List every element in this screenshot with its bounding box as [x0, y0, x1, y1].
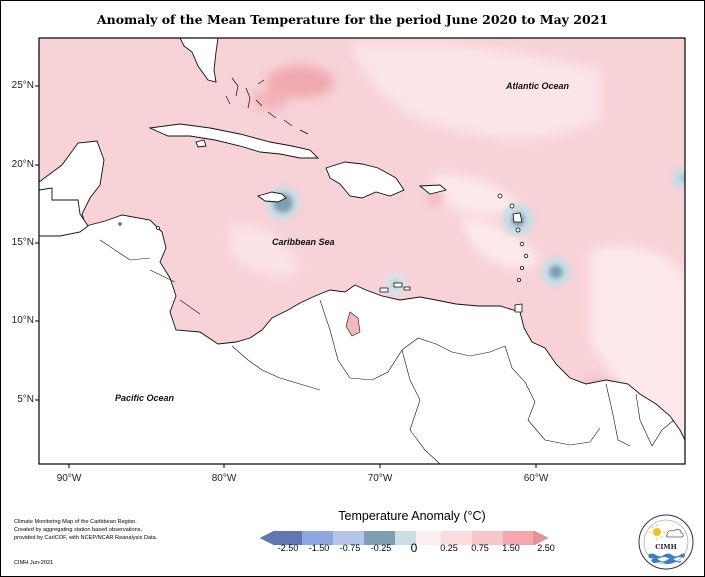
legend-label: -0.75 — [339, 543, 361, 553]
colorbar-bin — [416, 531, 441, 545]
legend-title: Temperature Anomaly (°C) — [338, 509, 486, 523]
legend-label: -1.50 — [308, 543, 330, 553]
lon-label: 70°W — [367, 473, 393, 484]
logo-text: CIMH — [655, 543, 677, 551]
credit-line: Climate Monitoring Map of the Caribbean … — [14, 519, 137, 525]
map-border — [38, 37, 686, 465]
credit-line: Created by aggregating station based obs… — [14, 527, 143, 533]
pacific-ocean-label: Pacific Ocean — [115, 393, 175, 403]
colorbar — [259, 530, 549, 546]
lat-label: 10°N — [11, 315, 34, 326]
atlantic-ocean-label: Atlantic Ocean — [506, 81, 570, 91]
legend-label: 0 — [410, 541, 418, 555]
land-florida — [179, 38, 219, 83]
colorbar-bin — [395, 531, 416, 545]
colorbar-arrow-right — [533, 530, 549, 546]
colorbar-bin — [333, 531, 364, 545]
pale-anomaly-patches — [230, 43, 685, 438]
caribbean-sea-label: Caribbean Sea — [272, 237, 335, 247]
lat-label: 25°N — [11, 80, 34, 91]
credit-date: CIMH Jun-2021 — [14, 560, 54, 566]
colorbar-bin — [472, 531, 503, 545]
cloud-icon — [666, 528, 684, 538]
cimh-logo: CIMH — [638, 514, 694, 570]
credit-line: provided by CariCOF, with NCEP/NCAR Rean… — [14, 535, 158, 541]
colorbar-bin — [441, 531, 472, 545]
lon-label: 90°W — [56, 473, 82, 484]
land-yucatan — [39, 187, 89, 237]
colorbar-bin — [503, 531, 534, 545]
legend-label: 0.75 — [471, 543, 489, 553]
legend-label: -2.50 — [277, 543, 299, 553]
map-title: Anomaly of the Mean Temperature for the … — [96, 12, 609, 27]
greater-antilles — [148, 123, 447, 203]
lon-label: 80°W — [211, 473, 237, 484]
credit-text: Climate Monitoring Map of the Caribbean … — [14, 518, 214, 542]
country-borders — [99, 239, 675, 464]
lat-label: 5°N — [17, 394, 34, 405]
axis-ticks — [35, 85, 537, 468]
colorbar-bin — [302, 531, 333, 545]
legend-label: 1.50 — [502, 543, 520, 553]
lesser-antilles — [118, 193, 529, 313]
legend-label: 2.50 — [537, 543, 555, 553]
lat-label: 15°N — [11, 237, 34, 248]
wave-icon — [648, 553, 685, 564]
legend-label: -0.25 — [370, 543, 392, 553]
colorbar-bin — [364, 531, 395, 545]
lon-label: 60°W — [523, 473, 549, 484]
colorbar-bin — [274, 531, 302, 545]
sun-icon — [649, 524, 665, 540]
bahamas — [225, 77, 309, 135]
map-panel — [39, 38, 685, 464]
lat-label: 20°N — [11, 159, 34, 170]
legend-label: 0.25 — [440, 543, 458, 553]
land-central-south-america — [39, 140, 685, 464]
